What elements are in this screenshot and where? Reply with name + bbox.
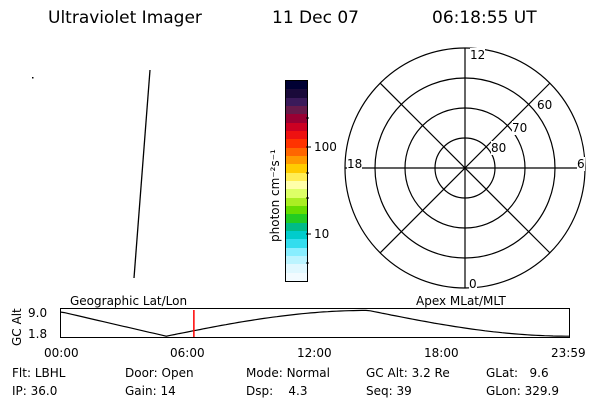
mlat-label-80: 80 — [491, 141, 507, 155]
color-scale-segment — [286, 214, 307, 223]
x-tick-1200: 12:00 — [297, 346, 332, 360]
color-scale-segment — [286, 155, 307, 165]
instrument-title: Ultraviolet Imager — [48, 8, 202, 28]
info-glat: GLat: 9.6 — [486, 366, 549, 380]
apex-mlat-mlt-label: Apex MLat/MLT — [416, 294, 506, 308]
info-flt: Flt: LBHL — [12, 366, 66, 380]
color-scale-segment — [286, 139, 307, 148]
mlt-label-12: 12 — [470, 48, 486, 62]
info-dsp: Dsp: 4.3 — [246, 384, 308, 398]
mlt-label-6: 6 — [577, 157, 585, 171]
color-scale-segment — [286, 255, 307, 265]
x-tick-0600: 06:00 — [170, 346, 205, 360]
color-scale-segment — [286, 89, 307, 98]
gc-alt-axis-label: GC Alt — [10, 308, 24, 346]
color-scale-segment — [286, 97, 307, 106]
info-gc-alt: GC Alt: 3.2 Re — [366, 366, 450, 380]
colorbar-tick-10: 10 — [314, 227, 330, 241]
color-scale-segment — [286, 272, 307, 281]
color-scale-segment — [286, 205, 307, 215]
color-scale-segment — [286, 264, 307, 273]
color-scale-segment — [286, 222, 307, 231]
limb-line — [133, 69, 151, 279]
x-tick-1800: 18:00 — [424, 346, 459, 360]
orbit-plot-frame — [60, 308, 570, 338]
color-scale-segment — [286, 130, 307, 140]
info-door: Door: Open — [125, 366, 194, 380]
orbit-altitude-plot — [60, 308, 570, 338]
info-seq: Seq: 39 — [366, 384, 412, 398]
color-scale-segment — [286, 147, 307, 156]
color-scale-segment — [286, 81, 307, 90]
altitude-curve — [60, 309, 570, 337]
color-scale-segment — [286, 197, 307, 206]
polar-plot — [344, 47, 586, 289]
x-tick-0000: 00:00 — [44, 346, 79, 360]
info-ip: IP: 36.0 — [12, 384, 58, 398]
date-label: 11 Dec 07 — [272, 8, 359, 28]
info-gain: Gain: 14 — [125, 384, 176, 398]
colorbar-units-label: photon cm⁻²s⁻¹ — [268, 149, 282, 242]
y-tick-9: 9.0 — [28, 306, 48, 320]
y-tick-1-8: 1.8 — [28, 327, 48, 341]
info-mode: Mode: Normal — [246, 366, 330, 380]
mlt-label-18: 18 — [347, 157, 363, 171]
color-scale-segment — [286, 247, 307, 256]
colorbar-tick-100: 100 — [314, 140, 337, 154]
color-scale-segment — [286, 164, 307, 173]
color-scale-segment — [286, 172, 307, 181]
color-scale-bar — [285, 80, 308, 282]
geographic-image-panel — [32, 69, 151, 279]
color-scale-segment — [286, 230, 307, 240]
image-dot — [32, 77, 34, 79]
color-scale-segment — [286, 189, 307, 198]
info-glon: GLon: 329.9 — [486, 384, 559, 398]
mlat-label-70: 70 — [512, 121, 528, 135]
x-tick-2359: 23:59 — [551, 346, 586, 360]
color-scale-segment — [286, 239, 307, 248]
time-label: 06:18:55 UT — [432, 8, 537, 28]
mlt-label-0: 0 — [469, 277, 477, 291]
color-scale-segment — [286, 122, 307, 131]
color-scale-segment — [286, 114, 307, 123]
geographic-latlon-label: Geographic Lat/Lon — [70, 294, 188, 308]
color-scale-segment — [286, 105, 307, 115]
mlat-label-60: 60 — [537, 98, 553, 112]
color-scale-segment — [286, 180, 307, 190]
color-scale-ticks — [306, 117, 311, 264]
polar-diagonal-2 — [379, 82, 551, 254]
